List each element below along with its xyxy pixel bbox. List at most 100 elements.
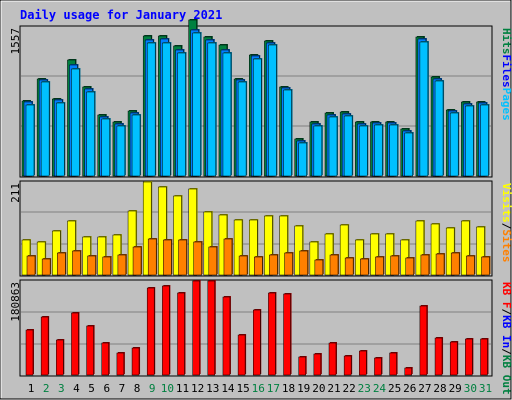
bar-kb-f-day-31	[480, 338, 488, 376]
bar-kb-f-day-24	[374, 357, 382, 376]
bar-pages-day-5	[86, 91, 95, 177]
bar-kb-f-day-8	[131, 347, 140, 376]
legend-entry: Sites	[500, 229, 512, 262]
bar-kb-f-day-27	[419, 305, 428, 376]
legend-entry: /	[500, 348, 512, 355]
bar-visits-day-4	[67, 220, 76, 276]
bar-pages-day-21	[328, 116, 338, 177]
bar-kb-f-day-25	[389, 352, 397, 376]
bar-visits-day-13	[203, 211, 213, 276]
bar-sites-day-11	[178, 239, 187, 276]
bar-pages-day-17	[268, 44, 277, 177]
legend-entry: KB Out	[500, 355, 512, 395]
bar-pages-day-27	[419, 41, 429, 177]
bar-visits-day-9	[142, 181, 152, 276]
bar-kb-f-day-11	[177, 292, 185, 376]
bar-kb-f-day-10	[162, 285, 170, 376]
panel-hits-files-pages: 1557 HitsFilesPages	[9, 19, 512, 178]
x-tick-label: 7	[119, 382, 126, 395]
x-axis-labels: 1 2 3 4 5 6 7 8 9 10 11 12 13 14 15 16 17 18 19 20 21 22 23 24 2…	[28, 382, 492, 395]
x-tick-label: 5	[88, 382, 95, 395]
bar-kb-f-day-9	[146, 287, 155, 376]
bar-pages-day-11	[177, 52, 186, 177]
bar-pages-day-20	[313, 125, 323, 177]
bar-sites-day-19	[299, 250, 308, 276]
bar-kb-f-day-18	[283, 293, 291, 376]
bar-visits-day-31	[476, 226, 485, 276]
x-tick-label: 30	[464, 382, 477, 395]
bars-group	[25, 280, 489, 376]
bar-sites-day-22	[344, 257, 354, 276]
bar-visits-day-15	[233, 219, 243, 276]
bar-pages-day-22	[343, 115, 353, 177]
bar-kb-f-day-26	[404, 367, 412, 376]
bar-visits-day-23	[355, 239, 364, 276]
bar-pages-day-26	[404, 132, 413, 177]
bar-sites-day-13	[208, 246, 218, 276]
bar-kb-f-day-5	[86, 325, 94, 376]
bar-kb-f-day-2	[40, 316, 49, 376]
bar-visits-day-16	[249, 219, 258, 276]
x-tick-label: 25	[388, 382, 401, 395]
bar-sites-day-15	[238, 255, 248, 276]
legend-entry: Pages	[500, 88, 512, 121]
bar-pages-day-10	[162, 42, 171, 177]
bar-visits-day-24	[370, 233, 379, 276]
bar-sites-day-25	[390, 255, 399, 276]
bar-sites-day-28	[435, 253, 445, 276]
bar-visits-day-20	[309, 241, 319, 276]
bar-pages-day-8	[131, 114, 141, 177]
bar-kb-f-day-22	[343, 355, 352, 376]
bar-sites-day-23	[360, 258, 369, 276]
bar-kb-f-day-23	[359, 350, 367, 376]
legend-entry: Visits	[500, 183, 512, 223]
bar-pages-day-15	[237, 81, 247, 177]
bar-pages-day-12	[192, 32, 201, 177]
legend: KB F/KB In/KB Out	[500, 282, 512, 395]
bar-sites-day-7	[117, 254, 127, 276]
x-tick-label: 22	[343, 382, 356, 395]
bar-visits-day-25	[385, 233, 394, 276]
bar-pages-day-4	[71, 68, 80, 177]
bar-pages-day-6	[101, 118, 110, 177]
bar-pages-day-18	[283, 89, 292, 177]
bar-pages-day-28	[434, 80, 444, 177]
x-tick-label: 6	[103, 382, 110, 395]
bar-visits-day-27	[415, 220, 425, 276]
x-tick-label: 11	[176, 382, 189, 395]
bar-pages-day-31	[480, 104, 489, 177]
bar-visits-day-17	[264, 215, 273, 276]
panel-kbytes: 180863 KB F/KB In/KB Out	[9, 279, 512, 395]
legend-entry: /	[500, 309, 512, 316]
bar-sites-day-17	[269, 254, 278, 276]
bar-kb-f-day-21	[328, 342, 337, 376]
bar-sites-day-8	[132, 246, 142, 276]
x-tick-label: 20	[312, 382, 325, 395]
bar-kb-f-day-19	[298, 356, 306, 376]
bars-group	[21, 181, 491, 276]
chart-title: Daily usage for January 2021	[20, 8, 222, 22]
bar-kb-f-day-3	[56, 339, 64, 376]
x-tick-label: 9	[149, 382, 156, 395]
bar-sites-day-18	[284, 252, 293, 276]
bar-pages-day-29	[449, 112, 459, 177]
x-tick-label: 16	[252, 382, 265, 395]
bar-pages-day-7	[116, 125, 126, 177]
y-max-label: 180863	[9, 282, 22, 322]
x-tick-label: 14	[221, 382, 235, 395]
bar-kb-f-day-12	[192, 280, 200, 376]
bar-kb-f-day-17	[268, 292, 276, 376]
bar-kb-f-day-6	[101, 342, 109, 376]
x-tick-label: 4	[73, 382, 80, 395]
legend-entry: Hits	[500, 28, 512, 55]
bar-visits-day-11	[173, 195, 182, 276]
bar-kb-f-day-14	[222, 296, 231, 376]
bar-sites-day-10	[163, 239, 172, 276]
panel-visits-sites: 211 Visits/Sites	[9, 180, 512, 277]
x-tick-label: 26	[403, 382, 416, 395]
bar-pages-day-24	[374, 124, 383, 177]
x-tick-label: 15	[236, 382, 249, 395]
bar-sites-day-20	[314, 259, 324, 276]
x-tick-label: 29	[449, 382, 462, 395]
